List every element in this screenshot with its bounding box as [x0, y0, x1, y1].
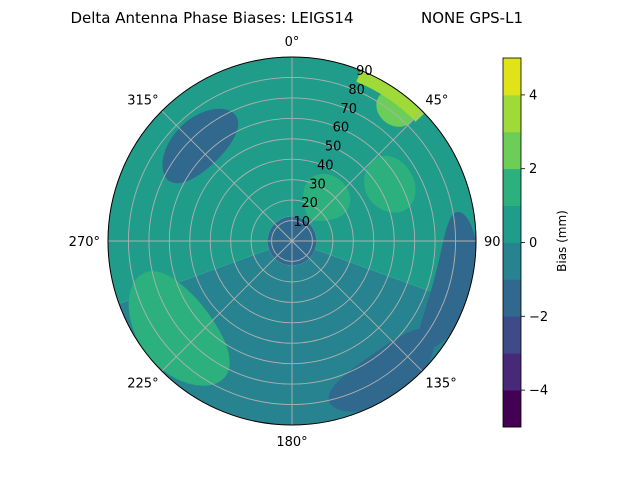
radial-tick-label: 60	[333, 121, 350, 136]
colorbar-segment	[503, 168, 521, 206]
colorbar-label: Bias (mm)	[555, 210, 569, 272]
angle-tick-labels: 0° 45° 90 135° 180° 225° 270° 315°	[69, 35, 501, 450]
colorbar-tick-label: 4	[529, 88, 537, 103]
polar-frame	[107, 56, 477, 426]
colorbar-tick-label: 2	[529, 162, 537, 177]
chart-title-right: NONE GPS-L1	[421, 9, 523, 27]
contour-region	[328, 328, 435, 412]
angle-tick-label: 315°	[127, 94, 158, 109]
angle-tick-label: 0°	[285, 35, 300, 50]
colorbar-segment	[503, 279, 521, 317]
colorbar-tick-label: −2	[529, 310, 548, 325]
angular-gridline	[161, 110, 293, 242]
colorbar-segment	[503, 353, 521, 391]
radial-tick-label: 20	[301, 196, 318, 211]
angle-tick-label: 135°	[425, 376, 456, 391]
angular-gridline	[161, 240, 293, 372]
radial-tick-label: 10	[294, 215, 311, 230]
colorbar: −4 −2 0 2 4	[502, 57, 548, 428]
colorbar-segment	[503, 94, 521, 133]
colorbar-segment	[503, 316, 521, 354]
angle-tick-label: 225°	[127, 376, 158, 391]
colorbar-tick-label: −4	[529, 384, 548, 399]
colorbar-segment	[503, 58, 521, 96]
contour-region	[162, 108, 239, 184]
angular-gridline	[291, 240, 423, 372]
colorbar-segment	[503, 242, 521, 280]
contour-region	[108, 57, 292, 304]
radial-tick-label: 70	[341, 102, 358, 117]
colorbar-segment	[503, 205, 521, 243]
radial-tick-label: 50	[325, 140, 342, 155]
radial-tick-label: 80	[348, 83, 365, 98]
angle-tick-label: 270°	[69, 235, 100, 250]
polar-grid	[107, 56, 477, 426]
contour-region	[356, 70, 425, 122]
chart-title-left: Delta Antenna Phase Biases: LEIGS14	[70, 9, 353, 27]
radial-tick-label: 40	[317, 158, 334, 173]
contour-region	[303, 173, 351, 221]
angle-tick-label: 45°	[425, 94, 448, 109]
angular-gridline	[291, 110, 423, 242]
contour-region	[364, 155, 416, 213]
radial-tick-labels: 10 20 30 40 50 60 70 80 90	[294, 64, 373, 230]
radial-tick-label: 30	[309, 177, 326, 192]
colorbar-tick-label: 0	[529, 236, 537, 251]
colorbar-segment	[503, 390, 521, 428]
angle-tick-label: 180°	[276, 435, 307, 450]
radial-tick-label: 90	[356, 64, 373, 79]
colorbar-segment	[503, 131, 521, 170]
angle-tick-label: 90	[484, 235, 501, 250]
